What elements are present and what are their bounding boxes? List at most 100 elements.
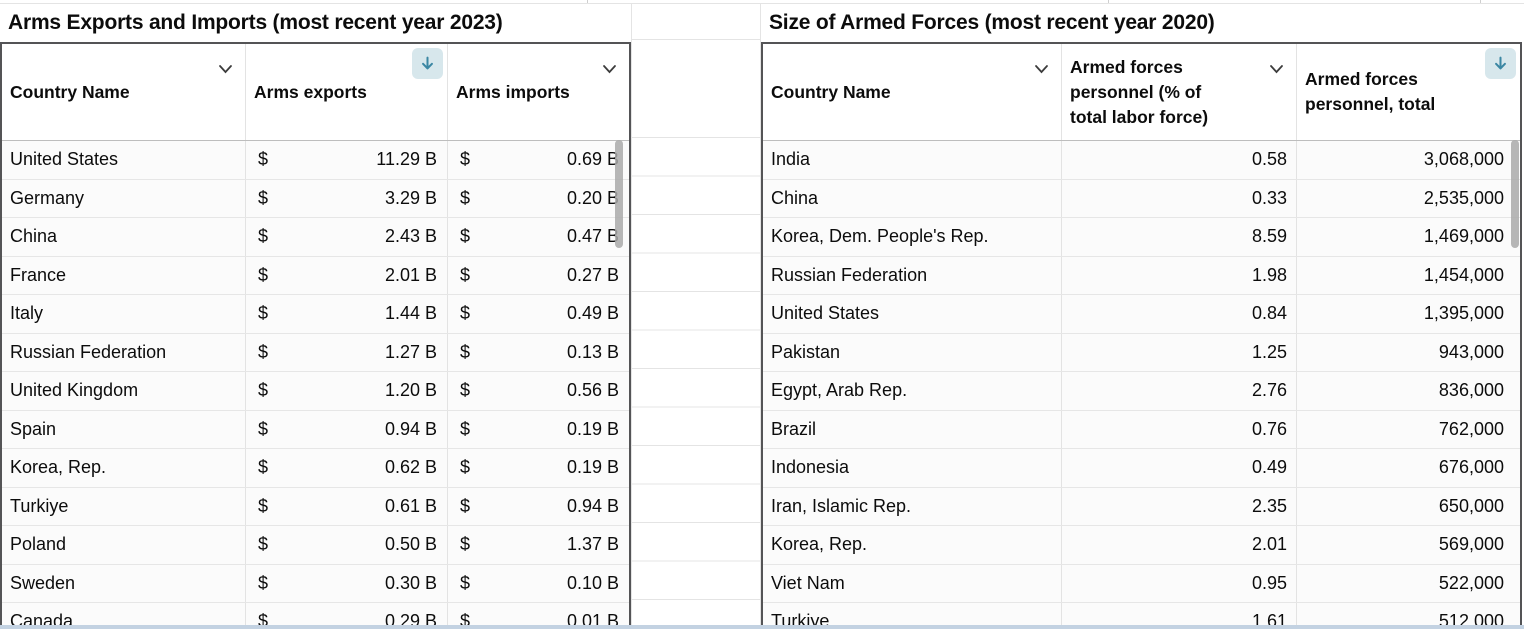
arms-exports-cell[interactable]: $ 0.30 B — [246, 564, 448, 602]
arms-imports-cell[interactable]: $ 0.49 B — [460, 303, 619, 324]
personnel-total-cell[interactable]: 1,454,000 — [1423, 264, 1504, 285]
personnel-pct-cell[interactable]: 0.58 — [1062, 141, 1297, 179]
arms-imports-cell[interactable]: $ 0.01 B — [448, 603, 629, 625]
arms-imports-cell[interactable]: $ 0.47 B — [460, 226, 619, 247]
currency-symbol: $ — [258, 226, 269, 247]
country-cell[interactable]: Iran, Islamic Rep. — [763, 487, 1062, 525]
country-cell[interactable]: Poland — [2, 526, 246, 564]
bottom-scrollbar-strip[interactable] — [0, 625, 1524, 629]
country-cell[interactable]: Turkiye — [2, 487, 246, 525]
country-cell[interactable]: Russian Federation — [2, 333, 246, 371]
arms-imports-cell[interactable]: $ 0.56 B — [460, 380, 619, 401]
arms-imports-cell[interactable]: $ 0.13 B — [460, 341, 619, 362]
arms-exports-cell[interactable]: $ 1.27 B — [246, 333, 448, 371]
arms-exports-cell[interactable]: $ 2.43 B — [246, 218, 448, 256]
arms-exports-cell[interactable]: $ 0.61 B — [246, 487, 448, 525]
table-row: China $ 2.43 B $ 0.47 B — [2, 218, 629, 257]
country-cell[interactable]: Sweden — [2, 564, 246, 602]
personnel-pct-cell[interactable]: 0.95 — [1062, 564, 1297, 602]
country-cell[interactable]: India — [763, 141, 1062, 179]
arms-exports-cell[interactable]: $ 1.20 B — [246, 372, 448, 410]
country-cell[interactable]: United States — [763, 295, 1062, 333]
personnel-total-cell[interactable]: 2,535,000 — [1423, 187, 1504, 208]
column-header-arms-exports[interactable]: Arms exports — [246, 44, 448, 140]
arms-imports-cell[interactable]: $ 0.19 B — [460, 418, 619, 439]
chevron-down-icon[interactable] — [218, 56, 233, 74]
country-cell[interactable]: France — [2, 256, 246, 294]
country-cell[interactable]: Egypt, Arab Rep. — [763, 372, 1062, 410]
sort-descending-icon[interactable] — [1485, 48, 1516, 79]
arms-imports-cell[interactable]: $ 0.69 B — [460, 149, 619, 170]
chevron-down-icon[interactable] — [1034, 56, 1049, 74]
column-header-personnel-total[interactable]: Armed forces personnel, total — [1297, 44, 1520, 140]
arms-imports-cell[interactable]: $ 0.20 B — [460, 187, 619, 208]
personnel-total-cell[interactable]: 512,000 — [1438, 611, 1504, 625]
country-cell[interactable]: United States — [2, 141, 246, 179]
arms-imports-cell[interactable]: $ 0.10 B — [460, 572, 619, 593]
personnel-total-cell[interactable]: 522,000 — [1438, 572, 1504, 593]
country-cell[interactable]: Korea, Rep. — [763, 526, 1062, 564]
vertical-scrollbar-thumb[interactable] — [1511, 140, 1519, 248]
country-cell[interactable]: Spain — [2, 410, 246, 448]
table-title-arms[interactable]: Arms Exports and Imports (most recent ye… — [0, 4, 631, 41]
personnel-total-cell[interactable]: 3,068,000 — [1423, 149, 1504, 170]
column-header-country[interactable]: Country Name — [763, 44, 1062, 140]
personnel-total-cell[interactable]: 676,000 — [1438, 457, 1504, 478]
arms-imports-cell[interactable]: $ 0.19 B — [460, 457, 619, 478]
country-cell[interactable]: United Kingdom — [2, 372, 246, 410]
column-header-country[interactable]: Country Name — [2, 44, 246, 140]
country-cell[interactable]: Indonesia — [763, 449, 1062, 487]
table-title-forces[interactable]: Size of Armed Forces (most recent year 2… — [761, 4, 1522, 41]
personnel-total-cell[interactable]: 1,469,000 — [1423, 226, 1504, 247]
arms-exports-cell[interactable]: $ 2.01 B — [246, 256, 448, 294]
arms-exports-cell[interactable]: $ 3.29 B — [246, 179, 448, 217]
personnel-pct-cell[interactable]: 2.76 — [1062, 372, 1297, 410]
chevron-down-icon[interactable] — [602, 56, 617, 74]
personnel-total-cell[interactable]: 569,000 — [1438, 534, 1504, 555]
personnel-pct-cell[interactable]: 1.61 — [1062, 603, 1297, 625]
country-cell[interactable]: Germany — [2, 179, 246, 217]
country-cell[interactable]: Brazil — [763, 410, 1062, 448]
personnel-pct-cell[interactable]: 0.33 — [1062, 179, 1297, 217]
country-cell[interactable]: Canada — [2, 603, 246, 625]
column-header-personnel-pct[interactable]: Armed forces personnel (% of total labor… — [1062, 44, 1297, 140]
country-cell[interactable]: Viet Nam — [763, 564, 1062, 602]
country-cell[interactable]: China — [2, 218, 246, 256]
gridline-tick — [1108, 0, 1109, 3]
vertical-scrollbar-thumb[interactable] — [615, 140, 623, 248]
country-cell[interactable]: Korea, Rep. — [2, 449, 246, 487]
country-cell[interactable]: Russian Federation — [763, 256, 1062, 294]
arms-exports-cell[interactable]: $ 1.44 B — [246, 295, 448, 333]
personnel-total-cell[interactable]: 762,000 — [1438, 418, 1504, 439]
country-cell[interactable]: Korea, Dem. People's Rep. — [763, 218, 1062, 256]
personnel-pct-cell[interactable]: 2.01 — [1062, 526, 1297, 564]
arms-imports-cell[interactable]: $ 0.27 B — [460, 264, 619, 285]
arms-imports-cell[interactable]: $ 1.37 B — [460, 534, 619, 555]
personnel-pct-cell[interactable]: 1.25 — [1062, 333, 1297, 371]
column-header-arms-imports[interactable]: Arms imports — [448, 44, 629, 140]
chevron-down-icon[interactable] — [1269, 56, 1284, 74]
arms-exports-cell[interactable]: $ 0.29 B — [246, 603, 448, 625]
arms-exports-cell[interactable]: $ 0.62 B — [246, 449, 448, 487]
personnel-pct-cell[interactable]: 8.59 — [1062, 218, 1297, 256]
country-cell[interactable]: Turkiye — [763, 603, 1062, 625]
arms-exports-cell[interactable]: $ 0.50 B — [246, 526, 448, 564]
personnel-total-cell[interactable]: 836,000 — [1438, 380, 1504, 401]
country-cell[interactable]: China — [763, 179, 1062, 217]
table-row: Turkiye 1.61 512,000 — [763, 603, 1520, 625]
personnel-total-cell[interactable]: 650,000 — [1438, 495, 1504, 516]
sort-descending-icon[interactable] — [412, 48, 443, 79]
country-cell[interactable]: Italy — [2, 295, 246, 333]
personnel-pct-cell[interactable]: 1.98 — [1062, 256, 1297, 294]
personnel-pct-cell[interactable]: 0.76 — [1062, 410, 1297, 448]
personnel-total-cell[interactable]: 943,000 — [1438, 341, 1504, 362]
arms-imports-cell[interactable]: $ 0.94 B — [460, 495, 619, 516]
personnel-total-cell[interactable]: 1,395,000 — [1423, 303, 1504, 324]
personnel-pct-cell[interactable]: 2.35 — [1062, 487, 1297, 525]
personnel-pct-cell[interactable]: 0.49 — [1062, 449, 1297, 487]
personnel-pct-cell[interactable]: 0.84 — [1062, 295, 1297, 333]
arms-exports-cell[interactable]: $ 11.29 B — [246, 141, 448, 179]
arms-exports-cell[interactable]: $ 0.94 B — [246, 410, 448, 448]
country-cell[interactable]: Pakistan — [763, 333, 1062, 371]
